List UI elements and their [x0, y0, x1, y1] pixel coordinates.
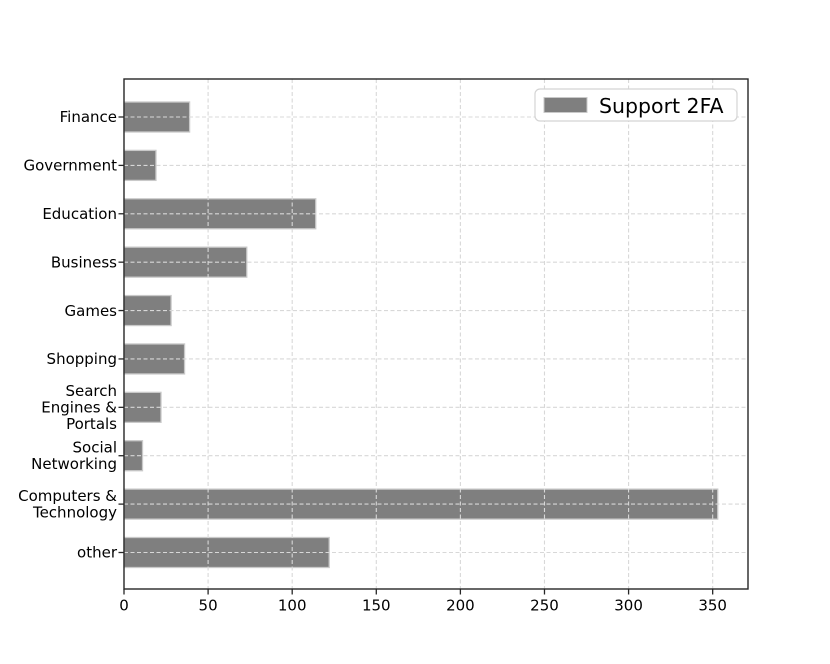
y-axis-category-label-finance: Finance [60, 108, 117, 126]
legend: Support 2FA [534, 88, 738, 122]
x-axis-tick-label: 100 [278, 597, 307, 615]
x-axis-tick-label: 50 [199, 597, 218, 615]
x-axis-tick-label: 350 [698, 597, 727, 615]
plot-border [123, 78, 749, 590]
y-axis-category-label-business: Business [51, 253, 117, 271]
y-axis-category-label-computers-technology: Technology [32, 504, 117, 522]
y-axis-category-label-games: Games [65, 302, 118, 320]
legend-swatch [543, 97, 588, 113]
y-axis: Finance Government Education Business Games S… [18, 108, 124, 562]
y-axis-category-label-search-engines-portals: Portals [66, 415, 117, 433]
x-axis: 0 50 100 150 200 250 300 350 [119, 589, 727, 615]
y-axis-category-label-computers-technology: Computers & [18, 487, 117, 505]
gridlines [124, 79, 748, 589]
y-axis-category-label-government: Government [23, 157, 117, 175]
x-axis-tick-label: 150 [362, 597, 391, 615]
y-axis-category-label-social-networking: Social [73, 439, 117, 457]
x-axis-tick-label: 200 [446, 597, 475, 615]
legend-label: Support 2FA [599, 94, 724, 118]
y-axis-category-label-other: other [77, 544, 118, 562]
bar-search-engines-portals [123, 391, 162, 423]
x-axis-tick-label: 0 [119, 597, 129, 615]
y-axis-category-label-social-networking: Networking [31, 455, 117, 473]
y-axis-category-label-shopping: Shopping [47, 350, 117, 368]
x-axis-tick-label: 250 [530, 597, 559, 615]
y-axis-category-label-search-engines-portals: Engines & [41, 399, 117, 417]
y-axis-category-label-search-engines-portals: Search [65, 382, 117, 400]
x-axis-tick-label: 300 [614, 597, 643, 615]
bar-other [123, 536, 330, 569]
y-axis-category-label-education: Education [42, 205, 117, 223]
